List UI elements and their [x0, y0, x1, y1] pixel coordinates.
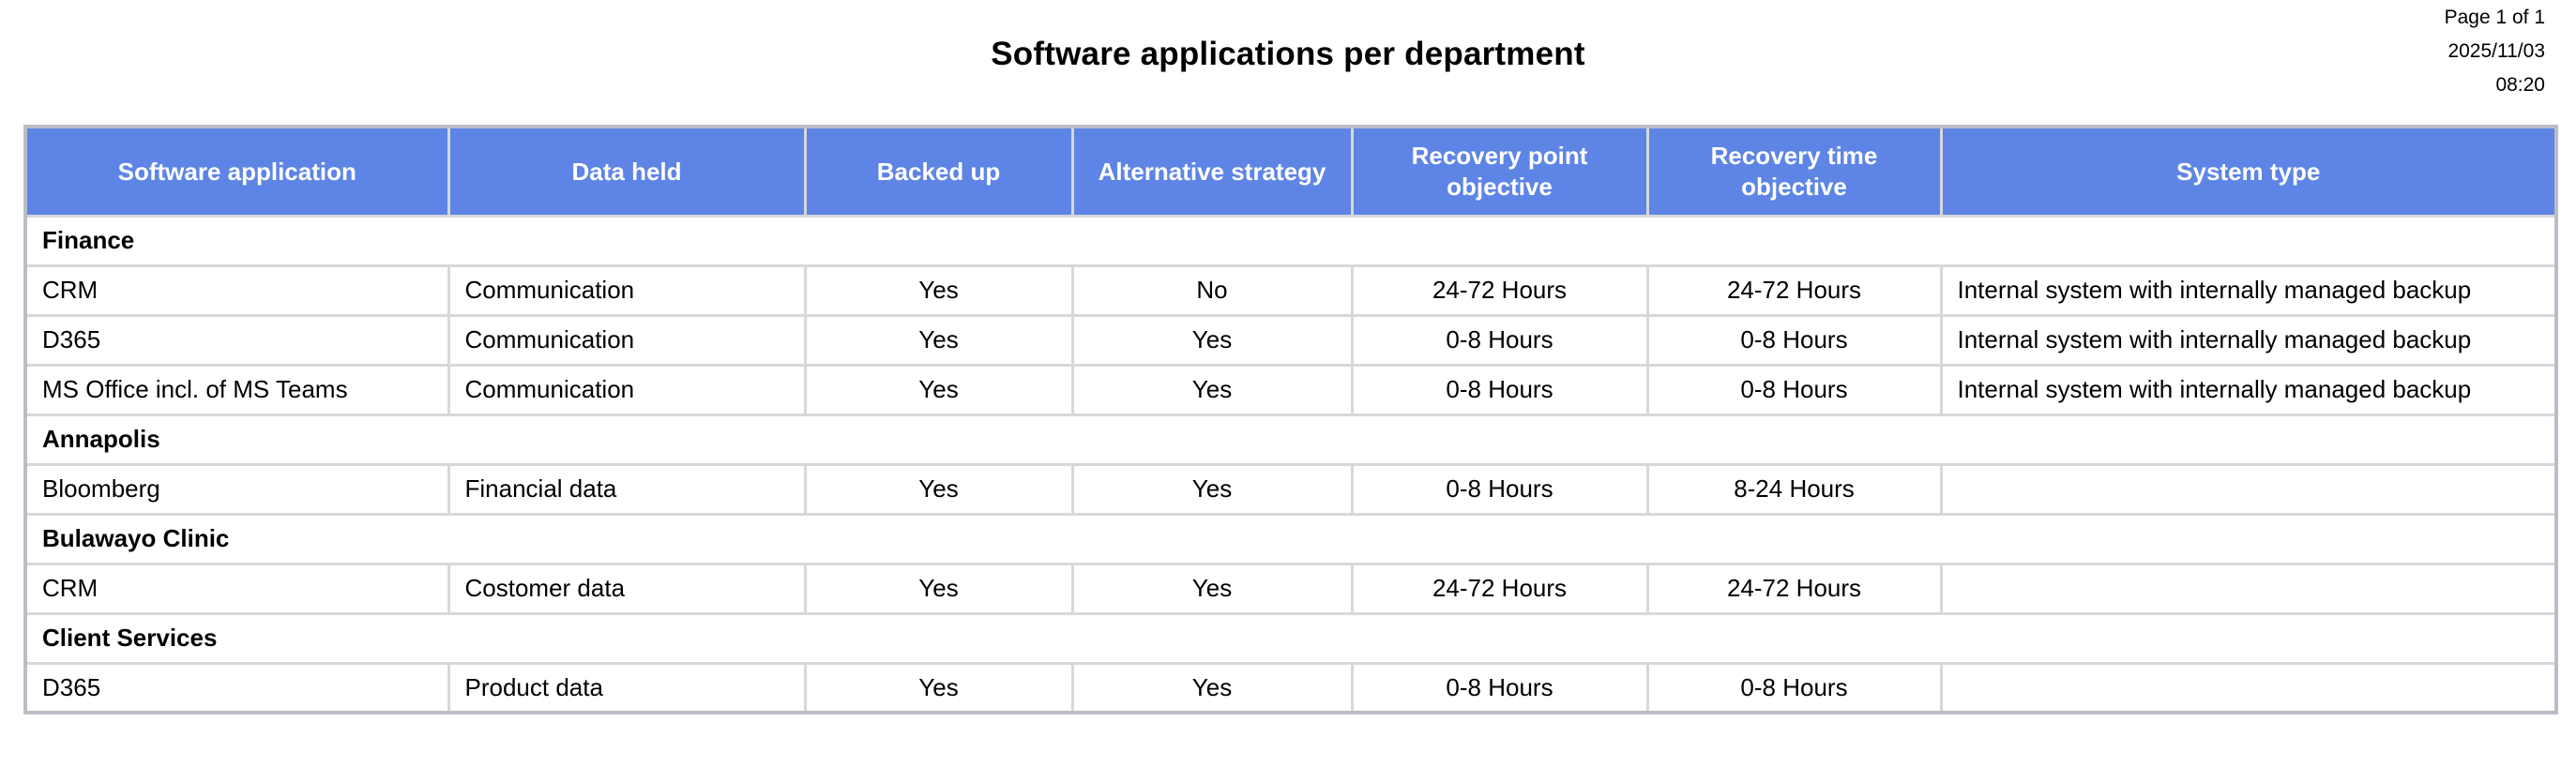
section-name: Annapolis [23, 413, 2558, 466]
cell-recovery-time-objective: 24-72 Hours [1645, 562, 1943, 615]
column-header-backed-up: Backed up [803, 125, 1074, 218]
cell-data-held: Costomer data [447, 562, 807, 615]
section-header-row: Bulawayo Clinic [23, 512, 2558, 565]
cell-recovery-point-objective: 0-8 Hours [1350, 462, 1649, 516]
cell-alternative-strategy: Yes [1070, 363, 1354, 416]
table-row: CRM Communication Yes No 24-72 Hours 24-… [23, 263, 2558, 317]
section-header-row: Annapolis [23, 413, 2558, 466]
section-header-row: Client Services [23, 611, 2558, 665]
cell-recovery-time-objective: 0-8 Hours [1645, 363, 1943, 416]
table-row: CRM Costomer data Yes Yes 24-72 Hours 24… [23, 562, 2558, 615]
cell-software-application: D365 [23, 313, 450, 367]
cell-alternative-strategy: Yes [1070, 661, 1354, 714]
cell-software-application: D365 [23, 661, 450, 714]
cell-alternative-strategy: Yes [1070, 562, 1354, 615]
cell-alternative-strategy: No [1070, 263, 1354, 317]
table-row: D365 Product data Yes Yes 0-8 Hours 0-8 … [23, 661, 2558, 714]
cell-data-held: Financial data [447, 462, 807, 516]
cell-recovery-time-objective: 0-8 Hours [1645, 661, 1943, 714]
cell-software-application: MS Office incl. of MS Teams [23, 363, 450, 416]
cell-software-application: CRM [23, 263, 450, 317]
table-row: MS Office incl. of MS Teams Communicatio… [23, 363, 2558, 416]
cell-system-type: Internal system with internally managed … [1939, 363, 2558, 416]
column-header-recovery-time-objective: Recovery time objective [1645, 125, 1943, 218]
cell-backed-up: Yes [803, 313, 1074, 367]
section-header-row: Finance [23, 214, 2558, 267]
cell-data-held: Communication [447, 313, 807, 367]
column-header-alternative-strategy: Alternative strategy [1070, 125, 1354, 218]
cell-system-type [1939, 562, 2558, 615]
cell-alternative-strategy: Yes [1070, 462, 1354, 516]
section-name: Bulawayo Clinic [23, 512, 2558, 565]
cell-recovery-time-objective: 8-24 Hours [1645, 462, 1943, 516]
cell-alternative-strategy: Yes [1070, 313, 1354, 367]
column-header-system-type: System type [1939, 125, 2558, 218]
cell-software-application: CRM [23, 562, 450, 615]
cell-recovery-point-objective: 24-72 Hours [1350, 562, 1649, 615]
cell-recovery-time-objective: 24-72 Hours [1645, 263, 1943, 317]
cell-backed-up: Yes [803, 263, 1074, 317]
cell-backed-up: Yes [803, 562, 1074, 615]
cell-recovery-point-objective: 24-72 Hours [1350, 263, 1649, 317]
cell-backed-up: Yes [803, 661, 1074, 714]
table-header-row: Software application Data held Backed up… [23, 125, 2558, 218]
cell-data-held: Communication [447, 263, 807, 317]
cell-system-type [1939, 462, 2558, 516]
cell-software-application: Bloomberg [23, 462, 450, 516]
cell-data-held: Product data [447, 661, 807, 714]
column-header-recovery-point-objective: Recovery point objective [1350, 125, 1649, 218]
column-header-software-application: Software application [23, 125, 450, 218]
cell-system-type: Internal system with internally managed … [1939, 263, 2558, 317]
report-time: 08:20 [2495, 74, 2545, 96]
page-title: Software applications per department [991, 36, 1585, 72]
cell-recovery-point-objective: 0-8 Hours [1350, 363, 1649, 416]
section-name: Client Services [23, 611, 2558, 665]
cell-system-type [1939, 661, 2558, 714]
table-row: Bloomberg Financial data Yes Yes 0-8 Hou… [23, 462, 2558, 516]
applications-table: Software application Data held Backed up… [23, 125, 2558, 714]
cell-system-type: Internal system with internally managed … [1939, 313, 2558, 367]
cell-backed-up: Yes [803, 462, 1074, 516]
report-date: 2025/11/03 [2447, 40, 2545, 62]
cell-data-held: Communication [447, 363, 807, 416]
section-name: Finance [23, 214, 2558, 267]
cell-backed-up: Yes [803, 363, 1074, 416]
cell-recovery-time-objective: 0-8 Hours [1645, 313, 1943, 367]
page-info-block: Page 1 of 1 2025/11/03 08:20 [2445, 8, 2545, 109]
table-row: D365 Communication Yes Yes 0-8 Hours 0-8… [23, 313, 2558, 367]
page-number: Page 1 of 1 [2444, 7, 2545, 28]
cell-recovery-point-objective: 0-8 Hours [1350, 313, 1649, 367]
column-header-data-held: Data held [447, 125, 807, 218]
cell-recovery-point-objective: 0-8 Hours [1350, 661, 1649, 714]
